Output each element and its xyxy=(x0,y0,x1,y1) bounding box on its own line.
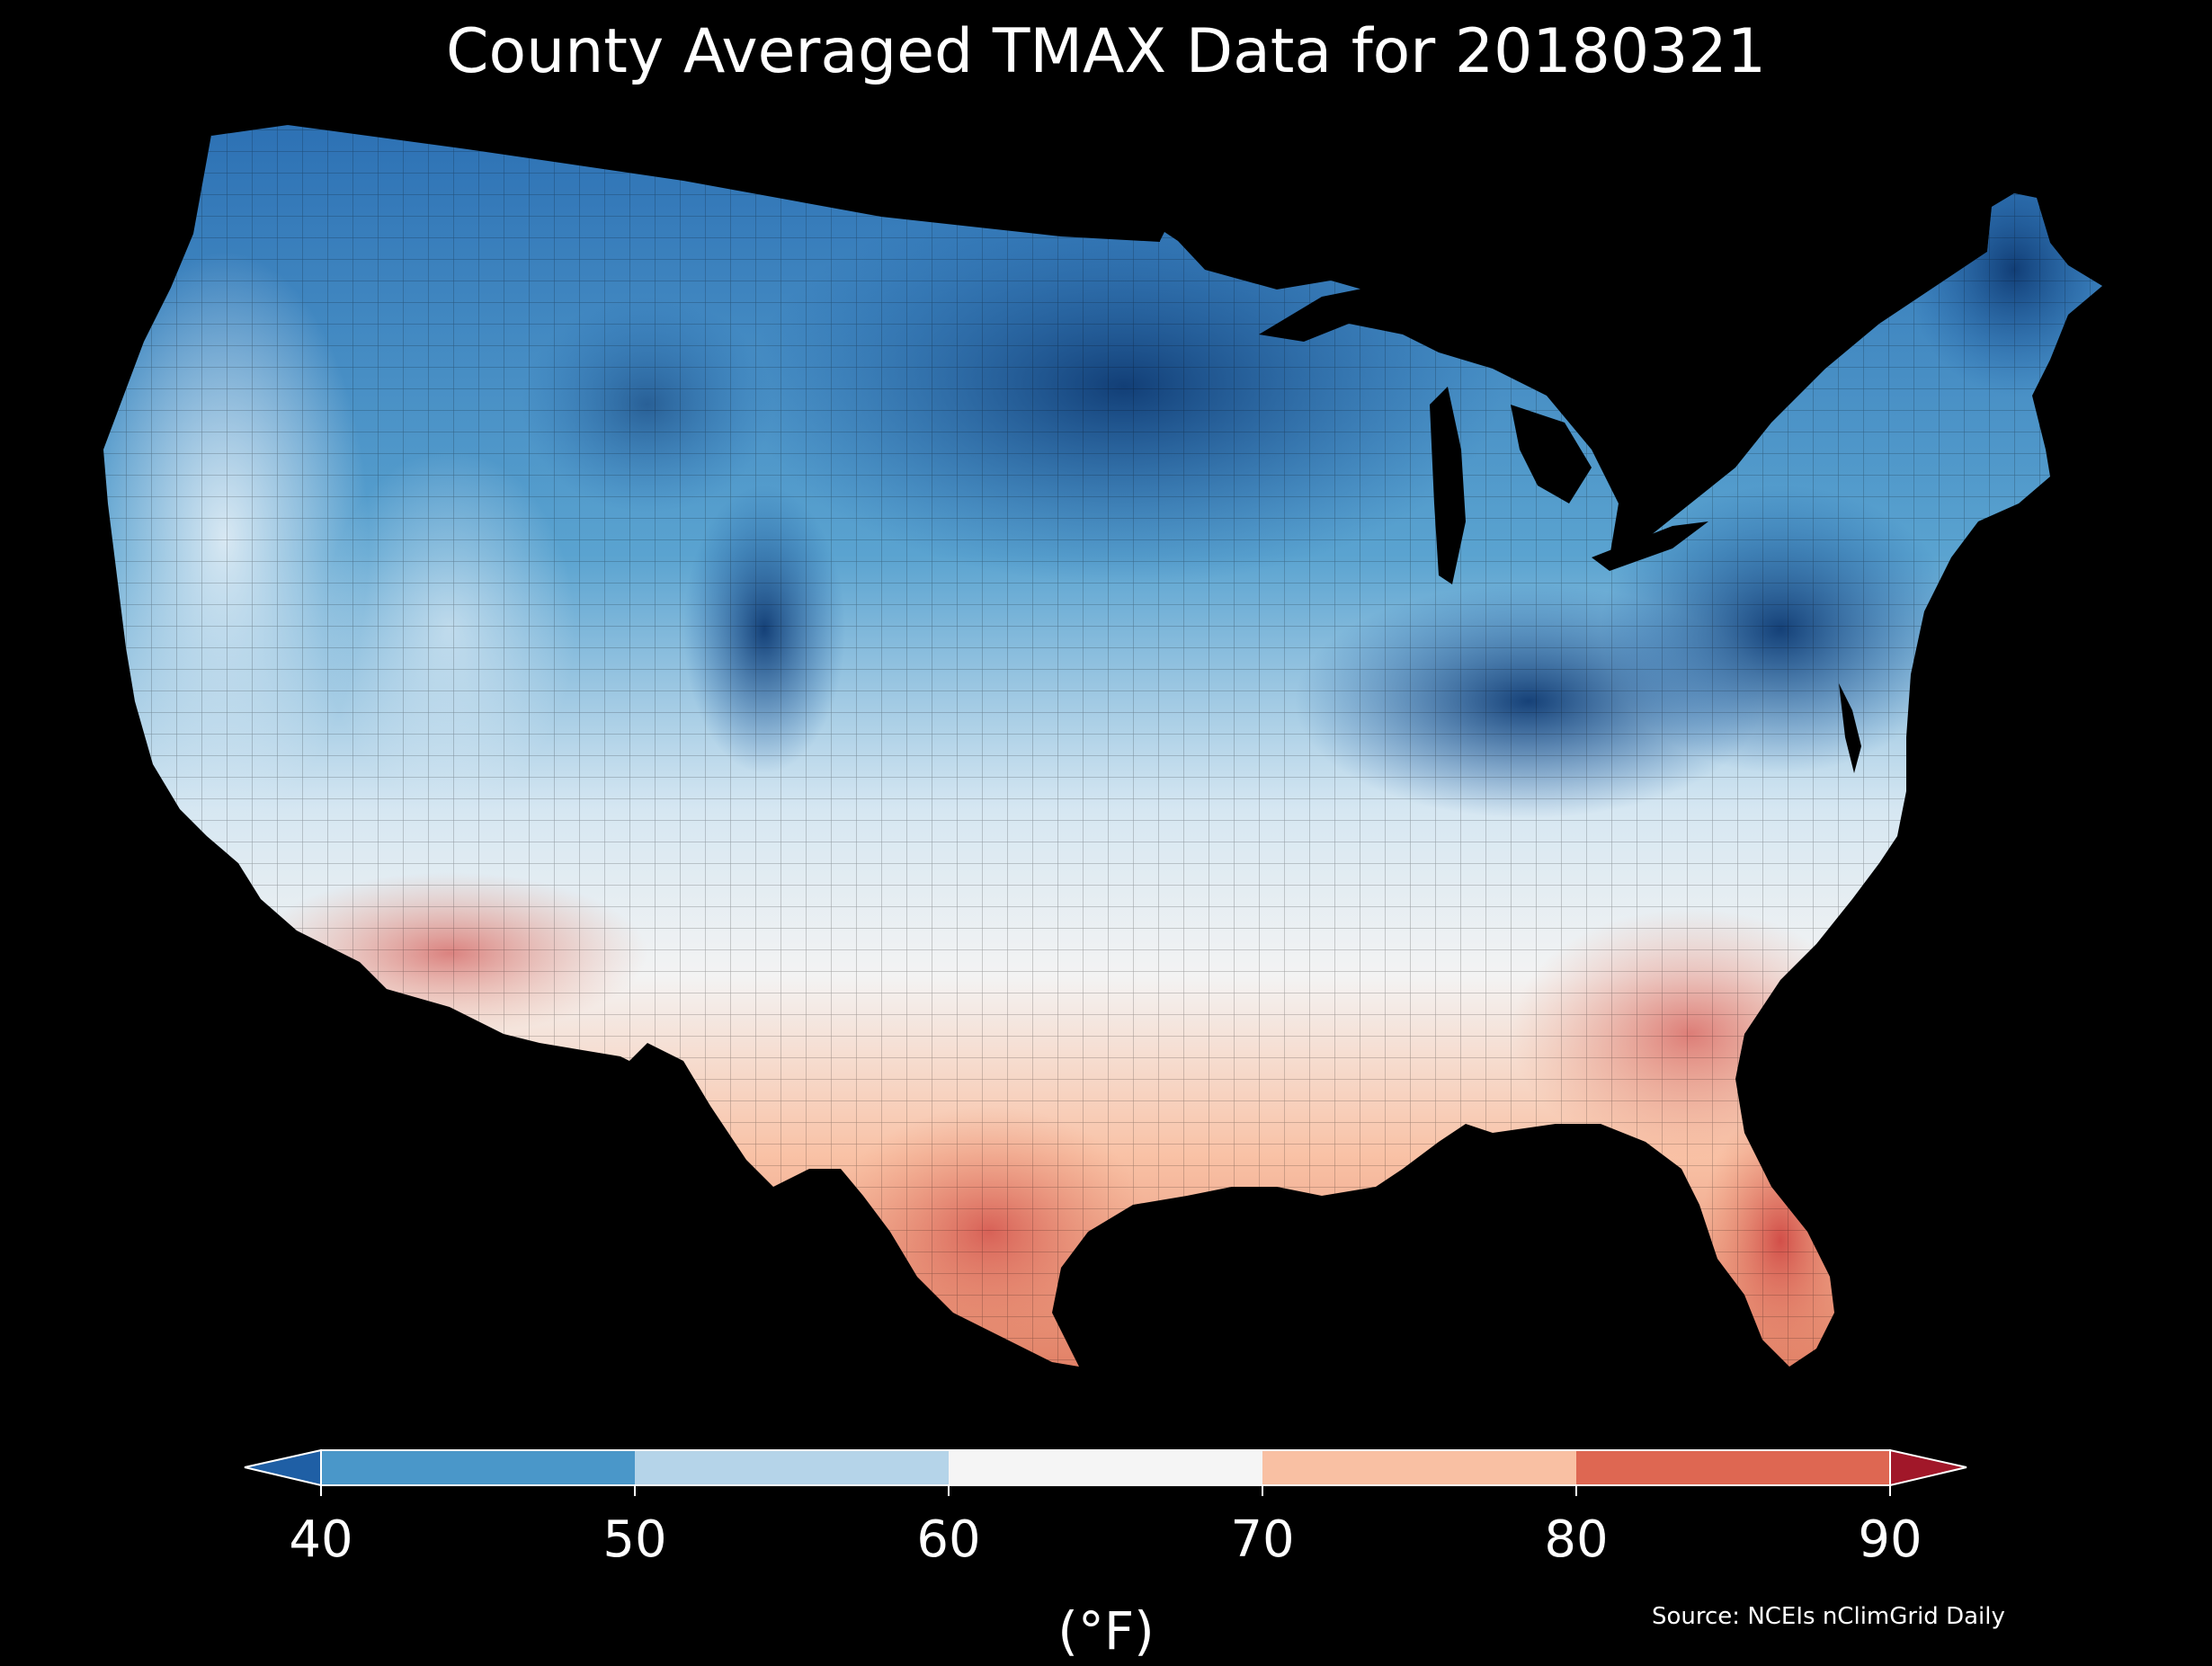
colorbar-bin-60-70 xyxy=(949,1450,1262,1485)
us-outline xyxy=(210,122,1161,242)
source-note: Source: NCEIs nClimGrid Daily xyxy=(1652,1603,2005,1630)
colorbar-bin-80-90 xyxy=(1576,1450,1890,1485)
colorbar-tick-label-60: 60 xyxy=(916,1510,981,1569)
colorbar-tick-label-70: 70 xyxy=(1230,1510,1295,1569)
colorbar-tick-label-90: 90 xyxy=(1858,1510,1922,1569)
colorbar-tick-label-40: 40 xyxy=(289,1510,353,1569)
lake-superior xyxy=(1259,286,1403,342)
chesapeake-bay xyxy=(1839,683,1861,773)
map-title: County Averaged TMAX Data for 20180321 xyxy=(446,16,1766,87)
lake-erie xyxy=(1592,521,1708,571)
colorbar-extend-under xyxy=(244,1448,322,1487)
colorbar-bin-50-60 xyxy=(635,1450,949,1485)
colorbar-bin-40-50 xyxy=(321,1450,635,1485)
lake-huron xyxy=(1511,405,1592,503)
colorbar-bin-70-80 xyxy=(1262,1450,1576,1485)
colorbar-extend-over xyxy=(1889,1448,1967,1487)
colorbar-units-label: (°F) xyxy=(1057,1600,1155,1662)
colorbar-tick-label-80: 80 xyxy=(1544,1510,1609,1569)
lake-michigan xyxy=(1430,387,1466,584)
colorbar-frame xyxy=(320,1449,1891,1486)
colorbar-tick-label-50: 50 xyxy=(602,1510,667,1569)
